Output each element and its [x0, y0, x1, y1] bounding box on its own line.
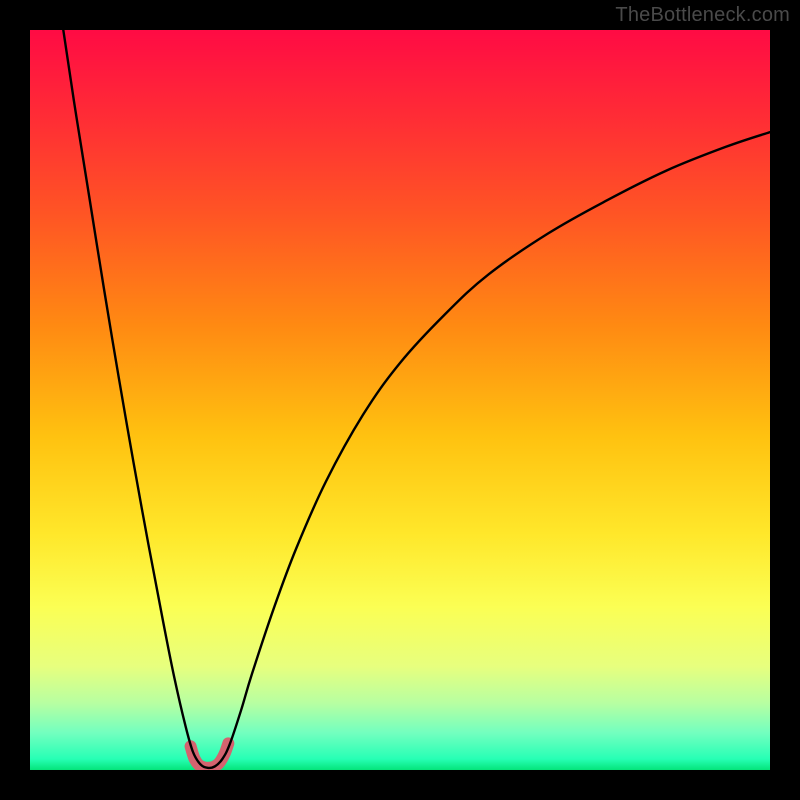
bottleneck-curve — [63, 30, 770, 768]
minimum-marker — [191, 743, 229, 768]
plot-area — [30, 30, 770, 770]
curve-overlay — [30, 30, 770, 770]
chart-canvas: TheBottleneck.com — [0, 0, 800, 800]
watermark-text: TheBottleneck.com — [615, 4, 790, 27]
